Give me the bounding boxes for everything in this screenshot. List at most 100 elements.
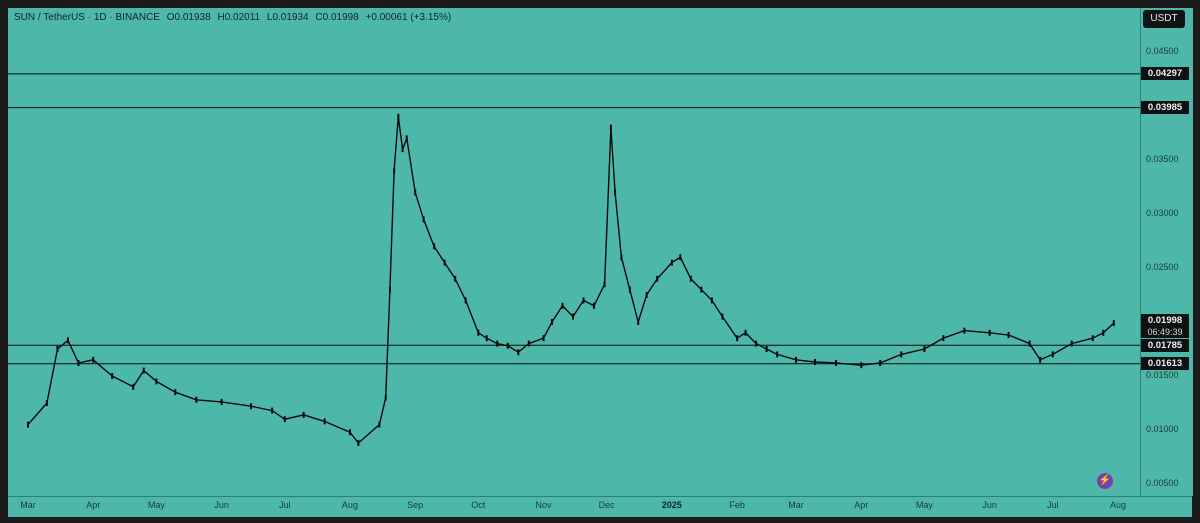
x-tick-label: 2025 <box>661 500 682 510</box>
x-tick-label: Apr <box>854 500 869 510</box>
price-point <box>593 302 596 309</box>
price-point <box>283 416 286 423</box>
price-point <box>542 335 545 342</box>
price-point <box>813 358 816 365</box>
price-point <box>45 400 48 406</box>
price-point <box>323 418 326 425</box>
x-tick-label: Jul <box>278 500 291 510</box>
level-price-tag: 0.04297 <box>1141 67 1189 81</box>
price-point <box>765 346 768 352</box>
price-point <box>464 297 467 304</box>
time-axis[interactable] <box>8 496 1192 517</box>
plot-area[interactable] <box>8 8 1140 496</box>
price-point <box>1028 340 1031 347</box>
price-point <box>174 389 177 396</box>
y-tick-label: 0.02500 <box>1146 262 1179 272</box>
bar-countdown: 06:49:39 <box>1141 327 1189 339</box>
price-point <box>614 189 617 196</box>
symbol-info: SUN / TetherUS · 1D · BINANCE O0.01938 H… <box>14 12 455 23</box>
price-point <box>357 439 360 446</box>
x-tick-label: Nov <box>535 500 552 510</box>
price-point <box>433 243 436 250</box>
price-point <box>860 362 863 369</box>
price-point <box>506 342 509 349</box>
price-point <box>1070 340 1073 347</box>
price-axis[interactable] <box>1140 8 1193 496</box>
x-tick-label: May <box>147 500 165 510</box>
price-point <box>527 340 530 347</box>
price-point <box>142 367 145 374</box>
x-tick-label: Dec <box>598 500 615 510</box>
currency-button[interactable]: USDT <box>1143 10 1185 28</box>
price-point <box>517 349 520 356</box>
price-point <box>620 254 623 261</box>
price-point <box>609 124 612 131</box>
price-point <box>689 275 692 282</box>
price-point <box>1102 329 1105 336</box>
y-tick-label: 0.00500 <box>1146 478 1179 488</box>
x-tick-label: Jul <box>1047 500 1059 510</box>
price-point <box>670 259 673 266</box>
price-point <box>700 286 703 293</box>
price-point <box>111 373 114 379</box>
price-point <box>679 254 682 261</box>
price-point <box>27 421 29 428</box>
price-point <box>755 340 758 347</box>
x-tick-label: Mar <box>788 500 804 510</box>
x-tick-label: Feb <box>729 500 745 510</box>
price-point <box>1112 320 1115 327</box>
x-tick-label: Apr <box>86 500 101 510</box>
price-point <box>963 327 966 334</box>
price-point <box>923 346 926 352</box>
x-tick-label: Sep <box>407 500 424 510</box>
price-point <box>302 411 305 418</box>
x-tick-label: Oct <box>471 500 486 510</box>
level-price-tag: 0.01613 <box>1141 357 1189 371</box>
level-price-tag: 0.03985 <box>1141 101 1189 115</box>
price-point <box>271 407 274 414</box>
low-value: L0.01934 <box>266 12 309 23</box>
price-point <box>736 335 739 342</box>
price-point <box>388 286 391 293</box>
price-point <box>1091 335 1094 342</box>
price-point <box>422 216 425 223</box>
price-point <box>628 286 631 293</box>
price-point <box>56 346 59 352</box>
y-tick-label: 0.04500 <box>1146 46 1179 56</box>
price-point <box>250 403 253 410</box>
change-value: +0.00061 (+3.15%) <box>365 12 452 23</box>
high-value: H0.02011 <box>217 12 261 23</box>
price-point <box>195 396 198 403</box>
symbol-title: SUN / TetherUS · 1D · BINANCE <box>14 12 160 23</box>
price-point <box>393 167 396 174</box>
price-point <box>776 351 779 358</box>
price-point <box>348 429 351 436</box>
price-point <box>561 302 564 309</box>
price-point <box>900 351 903 358</box>
price-series-line <box>27 116 1115 445</box>
price-point <box>603 281 606 288</box>
last-price-tag: 0.01998 <box>1141 314 1189 328</box>
price-point <box>645 292 648 298</box>
price-point <box>378 421 381 428</box>
price-point <box>66 337 69 344</box>
x-tick-label: Mar <box>20 500 36 510</box>
price-point <box>77 360 80 367</box>
price-point <box>397 113 400 120</box>
price-point <box>835 360 838 367</box>
price-point <box>132 383 135 390</box>
price-point <box>485 335 488 342</box>
price-point <box>405 135 408 142</box>
price-point <box>414 189 417 196</box>
price-point <box>220 398 223 405</box>
close-value: C0.01998 <box>315 12 359 23</box>
price-point <box>454 275 457 282</box>
y-tick-label: 0.01000 <box>1146 424 1179 434</box>
price-point <box>942 335 945 342</box>
price-point <box>401 146 404 153</box>
level-price-tag: 0.01785 <box>1141 338 1189 352</box>
lightning-icon[interactable]: ⚡ <box>1097 473 1113 489</box>
price-point <box>795 356 798 363</box>
y-tick-label: 0.03500 <box>1146 154 1179 164</box>
